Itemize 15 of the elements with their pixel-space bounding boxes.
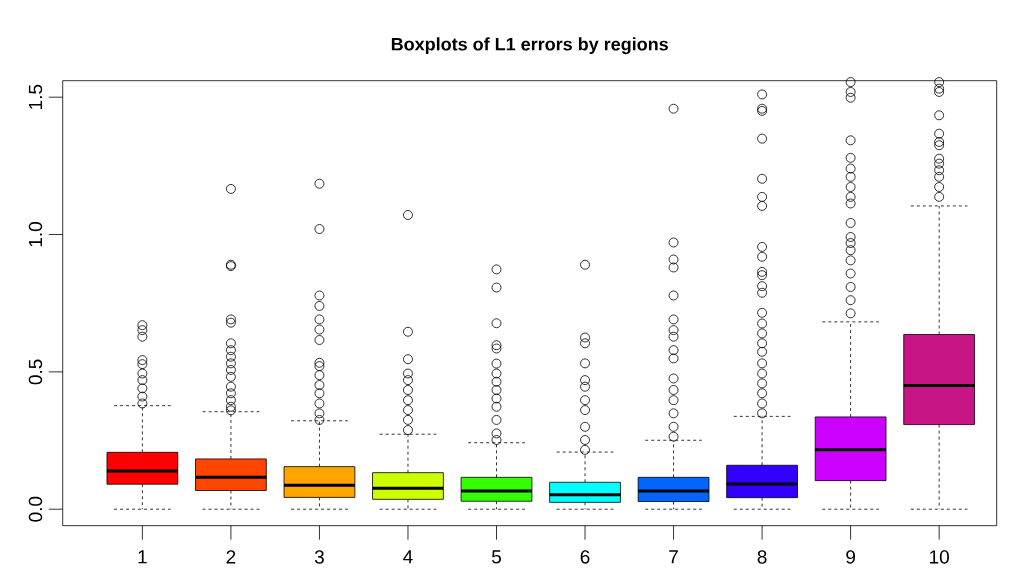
x-tick-label: 1 — [138, 550, 147, 564]
y-tick-label: 1.5 — [28, 84, 43, 109]
y-tick-label: 0.0 — [28, 496, 43, 522]
x-tick-label: 7 — [669, 550, 678, 564]
x-tick-label: 8 — [757, 550, 767, 564]
x-tick-label: 9 — [846, 550, 855, 564]
x-tick-label: 6 — [580, 550, 590, 564]
x-tick-label: 2 — [226, 550, 236, 564]
y-tick-label: 1.0 — [28, 222, 43, 247]
x-tick-label: 10 — [930, 550, 949, 564]
chart-title: Boxplots of L1 errors by regions — [391, 37, 668, 55]
x-tick-label: 3 — [314, 550, 324, 564]
y-tick-label: 0.5 — [28, 359, 43, 385]
x-tick-label: 5 — [491, 550, 501, 564]
x-tick-label: 4 — [403, 550, 413, 564]
